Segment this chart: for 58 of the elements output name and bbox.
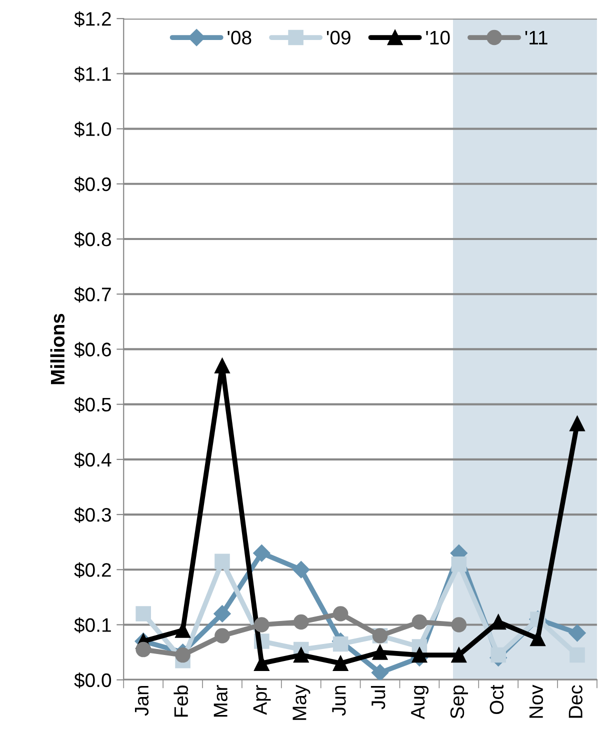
- legend-label: '08: [228, 30, 252, 45]
- point: [214, 554, 230, 570]
- point: [451, 617, 467, 632]
- x-tick-label: May: [292, 684, 310, 720]
- point: [136, 606, 151, 622]
- legend-label: '10: [426, 30, 450, 45]
- y-tick-label: $0.1: [74, 617, 111, 634]
- point: [490, 614, 506, 630]
- x-tick-label: Dec: [568, 685, 582, 718]
- point: [372, 644, 388, 660]
- x-tick-label: Feb: [174, 686, 188, 717]
- point: [451, 647, 467, 663]
- point: [214, 605, 231, 622]
- point: [332, 636, 348, 652]
- point: [175, 622, 190, 638]
- y-tick-label: $0.2: [74, 562, 111, 578]
- point: [214, 628, 230, 644]
- point: [332, 606, 348, 622]
- point: [293, 614, 309, 630]
- point: [530, 630, 546, 646]
- point: [568, 624, 586, 642]
- y-tick-label: $0.0: [74, 672, 112, 688]
- x-tick-label: Jul: [370, 686, 386, 710]
- y-tick-label: $1.2: [74, 11, 111, 27]
- point: [292, 561, 310, 578]
- y-tick-label: $1.0: [74, 121, 112, 138]
- point: [175, 647, 190, 663]
- point: [214, 358, 230, 374]
- x-tick-label: Oct: [490, 684, 504, 714]
- y-tick-label: $0.6: [74, 342, 111, 358]
- point: [451, 556, 467, 572]
- point: [332, 656, 348, 671]
- point: [371, 664, 389, 680]
- x-tick-label: Aug: [411, 686, 429, 720]
- y-tick-label: $0.5: [74, 396, 111, 413]
- y-tick-label: $0.8: [74, 232, 111, 248]
- point: [254, 617, 270, 632]
- x-tick-label: Nov: [529, 684, 544, 718]
- legend-label: '11: [525, 30, 548, 44]
- y-tick-label: $0.4: [74, 452, 112, 468]
- y-tick-label: $0.9: [74, 176, 111, 192]
- point: [253, 544, 270, 562]
- x-tick-label: Sep: [450, 686, 468, 718]
- y-tick-label: $1.1: [74, 66, 111, 82]
- point: [412, 614, 428, 630]
- point: [136, 642, 151, 658]
- point: [570, 416, 585, 432]
- point: [293, 647, 309, 663]
- point: [490, 647, 506, 663]
- y-tick-label: $0.3: [74, 507, 111, 523]
- x-tick-label: Jan: [134, 686, 149, 716]
- legend-label: '09: [326, 30, 350, 45]
- y-axis-title: Millions: [50, 314, 65, 384]
- point: [254, 656, 270, 671]
- y-tick-label: $0.7: [74, 286, 111, 302]
- x-tick-label: Jun: [332, 686, 346, 716]
- x-tick-label: Mar: [214, 685, 228, 717]
- x-tick-label: Apr: [253, 685, 271, 715]
